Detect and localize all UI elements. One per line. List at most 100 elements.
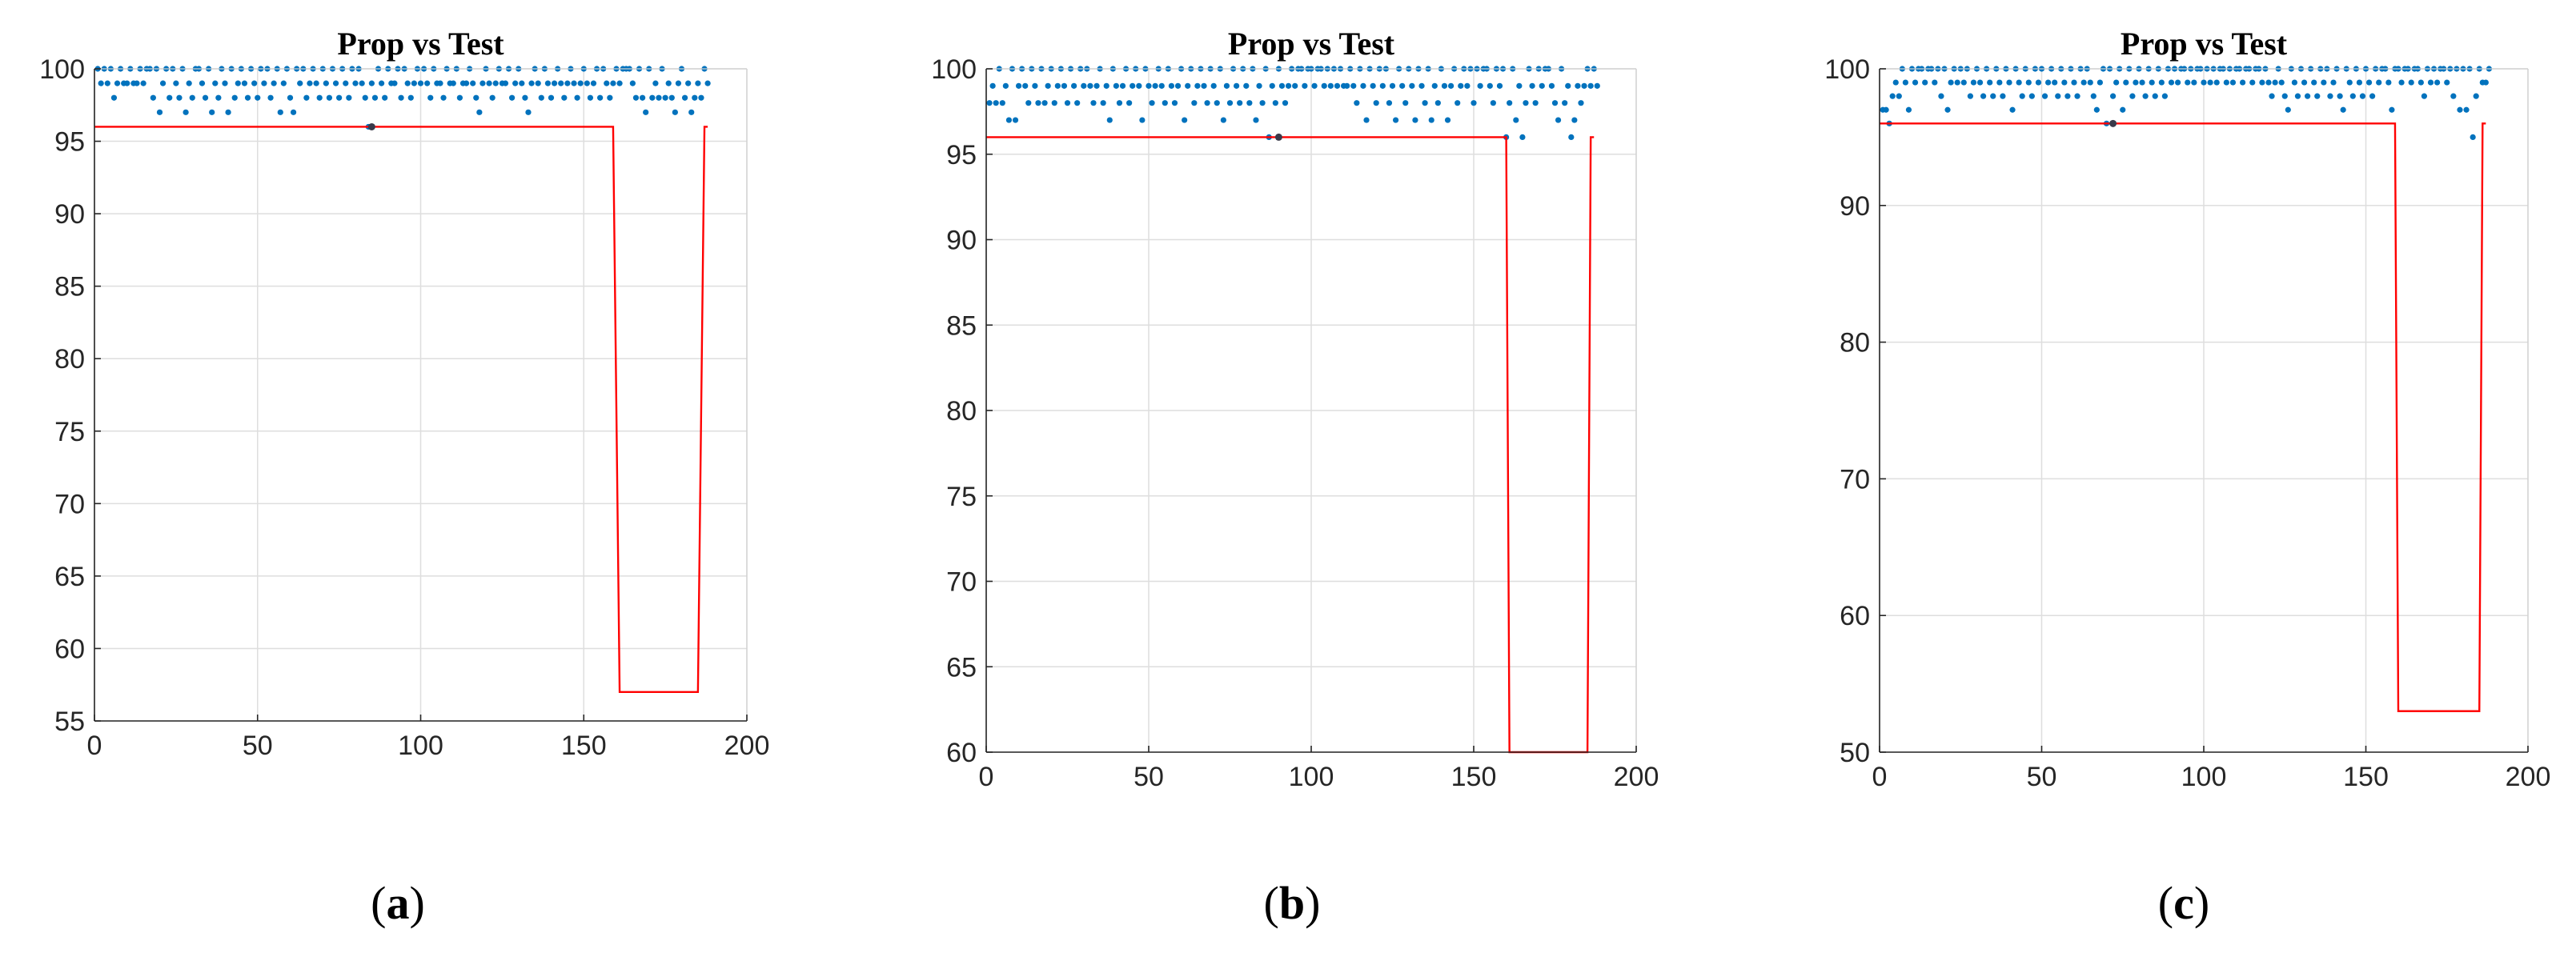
data-point (1071, 82, 1077, 89)
data-point (2016, 79, 2022, 86)
y-tick-label: 100 (931, 54, 977, 85)
data-point (2356, 79, 2362, 86)
data-point (2285, 106, 2291, 113)
data-point (1431, 82, 1438, 89)
data-point (551, 80, 558, 86)
data-point (473, 94, 479, 101)
data-point (1373, 100, 1379, 106)
data-point (398, 94, 404, 101)
data-point (1418, 82, 1425, 89)
panel-caption-letter: c (2173, 877, 2194, 929)
data-point (616, 80, 623, 86)
data-point (261, 80, 267, 86)
data-point (2330, 79, 2337, 86)
data-point (672, 109, 678, 115)
data-point (2061, 79, 2068, 86)
data-point (1103, 82, 1109, 89)
data-point (368, 80, 375, 86)
data-point (417, 80, 424, 86)
data-point (2389, 106, 2395, 113)
x-tick-label: 150 (1451, 762, 1497, 792)
data-point (271, 80, 277, 86)
data-point (1311, 82, 1318, 89)
data-point (662, 94, 668, 101)
panel-caption-letter: a (387, 877, 410, 929)
data-point (1523, 100, 1529, 106)
data-point (1938, 93, 1944, 99)
data-point (548, 94, 555, 101)
y-tick-label: 100 (39, 54, 85, 85)
x-tick-label: 150 (2343, 762, 2389, 792)
data-point (411, 80, 417, 86)
data-point (183, 109, 189, 115)
data-point (1259, 100, 1266, 106)
data-point (114, 80, 121, 86)
data-point (2090, 93, 2097, 99)
data-point (1158, 82, 1165, 89)
data-point (391, 80, 398, 86)
data-point (267, 94, 274, 101)
data-point (519, 80, 525, 86)
data-point (287, 94, 294, 101)
data-point (303, 94, 310, 101)
data-point (1064, 100, 1071, 106)
data-point (2097, 79, 2103, 86)
data-point (222, 80, 228, 86)
data-point (235, 80, 241, 86)
y-tick-label: 75 (54, 417, 85, 447)
data-point (379, 80, 385, 86)
data-point (668, 94, 675, 101)
data-point (2418, 79, 2424, 86)
data-point (2055, 93, 2061, 99)
x-tick-label: 100 (2181, 762, 2227, 792)
x-tick-label: 50 (2027, 762, 2057, 792)
chart-title: Prop vs Test (2121, 26, 2288, 62)
data-point (1389, 82, 1396, 89)
data-point (2259, 79, 2265, 86)
data-point (2359, 93, 2366, 99)
panel-caption: (b) (1264, 877, 1321, 929)
data-point (1045, 82, 1051, 89)
x-tick-label: 150 (561, 731, 607, 761)
data-point (1191, 100, 1198, 106)
data-point (1022, 82, 1029, 89)
data-point (584, 80, 590, 86)
data-point (1892, 79, 1899, 86)
data-point (2463, 106, 2470, 113)
data-point (199, 80, 206, 86)
data-point (1571, 117, 1578, 123)
data-point (202, 94, 209, 101)
data-point (2369, 93, 2376, 99)
data-point (643, 109, 649, 115)
data-point (1256, 82, 1262, 89)
data-point (486, 80, 492, 86)
x-tick-label: 100 (1289, 762, 1334, 792)
data-point (2025, 79, 2032, 86)
data-point (1379, 82, 1386, 89)
data-point (1292, 82, 1298, 89)
data-point (1402, 100, 1409, 106)
data-point (2080, 79, 2087, 86)
highlight-point (1274, 133, 1282, 141)
data-point (652, 80, 659, 86)
data-point (1116, 100, 1123, 106)
series-line (1880, 122, 2486, 712)
data-point (371, 94, 379, 101)
data-point (2213, 79, 2220, 86)
data-point (456, 94, 463, 101)
data-point (2064, 93, 2071, 99)
y-tick-label: 50 (1840, 738, 1870, 768)
data-point (597, 94, 604, 101)
data-point (2041, 93, 2048, 99)
data-point (1354, 100, 1360, 106)
y-tick-label: 80 (946, 396, 977, 426)
data-point (2470, 134, 2476, 140)
data-point (1555, 117, 1562, 123)
data-point (1223, 82, 1230, 89)
data-point (574, 94, 580, 101)
data-point (1568, 134, 1575, 140)
data-point (1282, 100, 1289, 106)
data-point (2000, 93, 2006, 99)
data-point (1987, 79, 1993, 86)
data-point (692, 94, 698, 101)
